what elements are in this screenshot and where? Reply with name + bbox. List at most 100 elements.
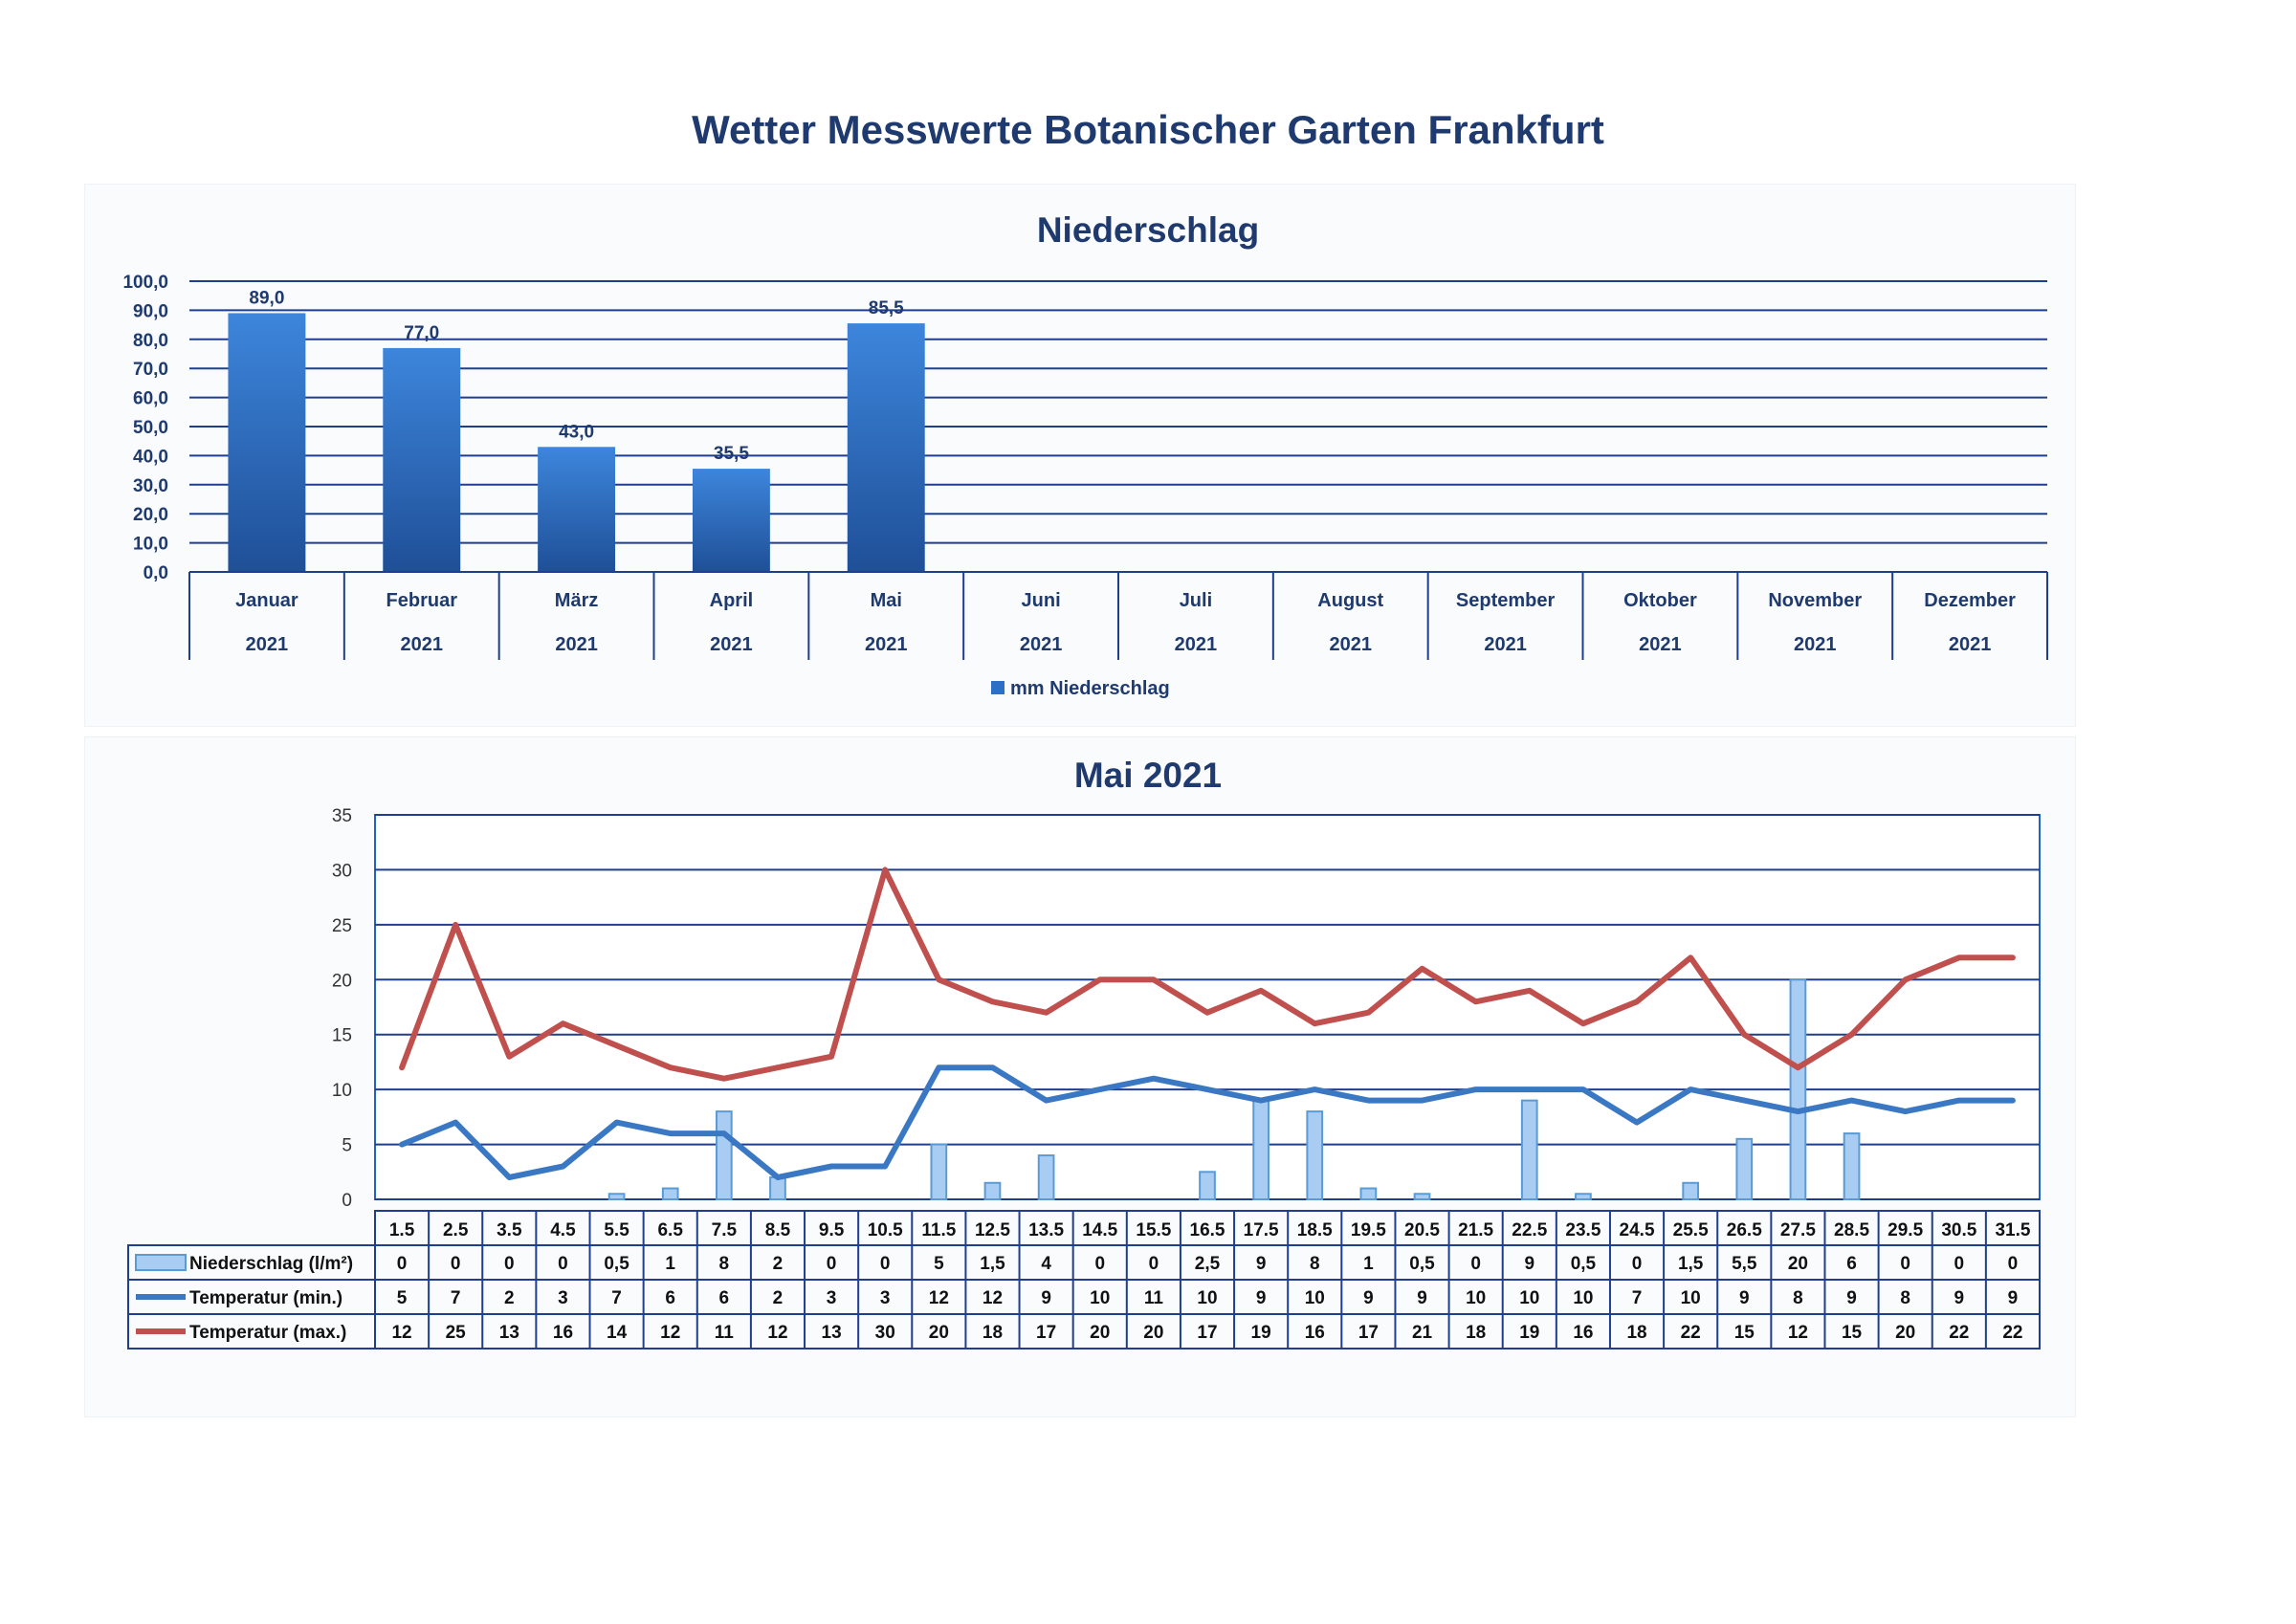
y-tick-label: 20,0 xyxy=(133,505,168,525)
precipitation-bar xyxy=(715,1110,733,1200)
table-value-cell: 7 xyxy=(451,1288,461,1308)
temperature-max-line xyxy=(399,867,2016,1082)
y-tick-label: 40,0 xyxy=(133,447,168,467)
table-value-cell: 0 xyxy=(1954,1254,1965,1274)
table-date-cell: 30.5 xyxy=(1941,1220,1976,1240)
precipitation-bar xyxy=(983,1181,1002,1201)
x-category-sublabel: 2021 xyxy=(1949,634,1992,655)
x-category-sublabel: 2021 xyxy=(865,634,908,655)
table-value-cell: 17 xyxy=(1036,1323,1056,1343)
y-tick-label: 35 xyxy=(332,806,352,826)
bar xyxy=(847,323,925,572)
plot-area xyxy=(374,814,2041,1200)
precipitation-bar xyxy=(1520,1099,1538,1200)
table-value-cell: 3 xyxy=(558,1288,568,1308)
y-tick-label: 10 xyxy=(332,1081,352,1101)
table-date-cell: 6.5 xyxy=(657,1220,683,1240)
table-value-cell: 9 xyxy=(1363,1288,1374,1308)
table-value-cell: 16 xyxy=(1573,1323,1593,1343)
table-date-cell: 22.5 xyxy=(1512,1220,1547,1240)
table-value-cell: 10 xyxy=(1305,1288,1325,1308)
x-category-label: März xyxy=(555,590,599,611)
table-date-cell: 14.5 xyxy=(1082,1220,1117,1240)
table-value-cell: 12 xyxy=(982,1288,1003,1308)
y-tick-label: 20 xyxy=(332,971,352,991)
table-value-cell: 10 xyxy=(1090,1288,1110,1308)
table-value-cell: 4 xyxy=(1041,1254,1051,1274)
x-category-label: Dezember xyxy=(1924,590,2016,611)
y-tick-label: 0 xyxy=(342,1191,352,1211)
table-value-cell: 0 xyxy=(1900,1254,1910,1274)
table-value-cell: 12 xyxy=(1788,1323,1808,1343)
precipitation-bar xyxy=(1735,1137,1754,1201)
may-chart-title: Mai 2021 xyxy=(1073,756,1223,795)
table-value-cell: 12 xyxy=(391,1323,411,1343)
table-value-cell: 3 xyxy=(880,1288,891,1308)
x-category-sublabel: 2021 xyxy=(1639,634,1682,655)
bar-data-label: 43,0 xyxy=(559,422,594,442)
x-category-label: August xyxy=(1317,590,1383,611)
bar xyxy=(692,469,770,572)
table-date-cell: 18.5 xyxy=(1297,1220,1333,1240)
table-date-cell: 26.5 xyxy=(1727,1220,1762,1240)
precipitation-bar xyxy=(661,1187,679,1200)
table-series-label: Temperatur (max.) xyxy=(189,1323,346,1343)
table-value-cell: 2 xyxy=(773,1254,784,1274)
precipitation-bar xyxy=(1359,1187,1378,1200)
table-value-cell: 20 xyxy=(1788,1254,1808,1274)
table-value-cell: 5,5 xyxy=(1732,1254,1757,1274)
table-value-cell: 1,5 xyxy=(980,1254,1005,1274)
table-value-cell: 20 xyxy=(929,1323,949,1343)
table-value-cell: 8 xyxy=(719,1254,730,1274)
table-value-cell: 6 xyxy=(665,1288,675,1308)
precipitation-bar xyxy=(1843,1132,1861,1200)
x-category-sublabel: 2021 xyxy=(1330,634,1373,655)
table-date-cell: 7.5 xyxy=(712,1220,738,1240)
table-date-cell: 9.5 xyxy=(819,1220,845,1240)
bar-data-label: 89,0 xyxy=(249,288,284,308)
table-value-cell: 0 xyxy=(504,1254,515,1274)
table-series-label: Temperatur (min.) xyxy=(189,1288,342,1308)
table-value-cell: 18 xyxy=(1466,1323,1486,1343)
table-value-cell: 0 xyxy=(1632,1254,1643,1274)
table-value-cell: 1 xyxy=(1363,1254,1374,1274)
table-value-cell: 8 xyxy=(1900,1288,1910,1308)
bar xyxy=(383,347,461,572)
table-value-cell: 9 xyxy=(2008,1288,2019,1308)
y-tick-label: 10,0 xyxy=(133,535,168,555)
table-date-cell: 8.5 xyxy=(765,1220,791,1240)
table-date-cell: 28.5 xyxy=(1834,1220,1869,1240)
table-value-cell: 0 xyxy=(1149,1254,1159,1274)
y-tick-label: 25 xyxy=(332,916,352,936)
table-value-cell: 11 xyxy=(1144,1288,1164,1308)
table-date-cell: 27.5 xyxy=(1780,1220,1816,1240)
table-value-cell: 10 xyxy=(1573,1288,1593,1308)
table-value-cell: 10 xyxy=(1466,1288,1486,1308)
precipitation-bar xyxy=(607,1193,626,1201)
table-value-cell: 7 xyxy=(1632,1288,1643,1308)
table-value-cell: 10 xyxy=(1519,1288,1539,1308)
table-date-cell: 12.5 xyxy=(975,1220,1010,1240)
table-value-cell: 22 xyxy=(1949,1323,1969,1343)
table-value-cell: 0,5 xyxy=(1409,1254,1435,1274)
x-category-sublabel: 2021 xyxy=(1020,634,1063,655)
table-value-cell: 13 xyxy=(822,1323,842,1343)
precipitation-bar xyxy=(1199,1171,1216,1201)
x-category-sublabel: 2021 xyxy=(1484,634,1527,655)
table-value-cell: 0 xyxy=(397,1254,408,1274)
y-tick-label: 50,0 xyxy=(133,418,168,438)
precipitation-bar xyxy=(1575,1193,1592,1201)
table-value-cell: 16 xyxy=(553,1323,573,1343)
table-value-cell: 2,5 xyxy=(1195,1254,1221,1274)
bar xyxy=(228,313,306,572)
x-category-label: Juni xyxy=(1022,590,1061,611)
precipitation-bar xyxy=(769,1176,786,1200)
x-category-label: September xyxy=(1456,590,1556,611)
table-value-cell: 9 xyxy=(1846,1288,1857,1308)
table-value-cell: 12 xyxy=(767,1323,787,1343)
precipitation-bar xyxy=(1789,978,1807,1201)
y-tick-label: 5 xyxy=(342,1136,352,1156)
